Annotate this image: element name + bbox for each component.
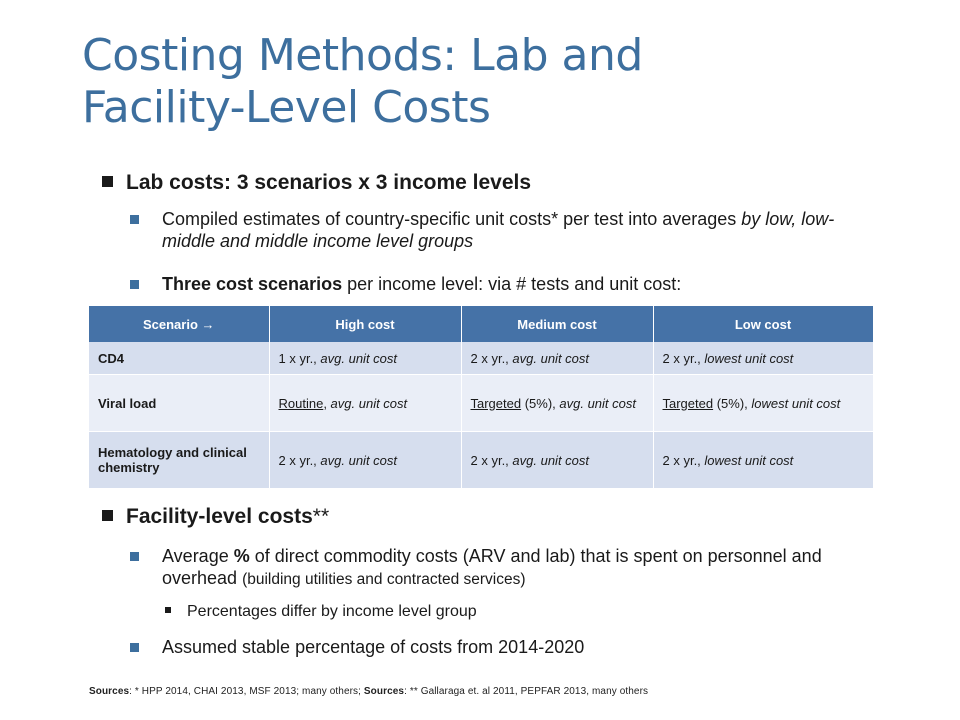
square-bullet-icon xyxy=(102,175,113,187)
cell-viral-load-low: Targeted (5%), lowest unit cost xyxy=(653,374,874,432)
facility-bullet-2-text: Assumed stable percentage of costs from … xyxy=(162,637,585,657)
lab-bullet-2: Three cost scenarios per income level: v… xyxy=(130,273,870,295)
slide-title: Costing Methods: Lab and Facility-Level … xyxy=(82,30,902,134)
sources-footnote: Sources: * HPP 2014, CHAI 2013, MSF 2013… xyxy=(89,686,648,697)
header-scenario: Scenario → xyxy=(89,306,270,342)
facility-costs-heading: Facility-level costs** xyxy=(102,505,329,529)
facility-bullet-1-text-d: (building utilities and contracted servi… xyxy=(242,571,526,588)
table-row-viral-load: Viral load Routine, avg. unit cost Targe… xyxy=(89,374,874,432)
sources-text-1: : * HPP 2014, CHAI 2013, MSF 2013; many … xyxy=(129,686,364,697)
lab-bullet-2-bold: Three cost scenarios xyxy=(162,274,343,294)
cell-cd4-medium: 2 x yr., avg. unit cost xyxy=(461,342,654,375)
row-label-hematology: Hematology and clinical chemistry xyxy=(89,431,270,489)
cell-hematology-medium: 2 x yr., avg. unit cost xyxy=(461,431,654,489)
lab-costs-heading: Lab costs: 3 scenarios x 3 income levels xyxy=(102,171,531,195)
facility-bullet-1-percent: % xyxy=(233,546,250,566)
slide-title-line1: Costing Methods: Lab and xyxy=(82,30,643,81)
sources-label-2: Sources xyxy=(363,686,405,697)
facility-sub-bullet-1-text: Percentages differ by income level group xyxy=(187,603,477,620)
square-bullet-icon xyxy=(102,509,113,521)
cell-viral-load-medium: Targeted (5%), avg. unit cost xyxy=(461,374,654,432)
header-low-cost: Low cost xyxy=(653,306,874,342)
cell-cd4-high: 1 x yr., avg. unit cost xyxy=(269,342,462,375)
cost-scenario-table: Scenario → High cost Medium cost Low cos… xyxy=(89,306,874,489)
square-bullet-icon xyxy=(165,606,171,613)
sources-text-2: : ** Gallaraga et. al 2011, PEPFAR 2013,… xyxy=(404,686,649,697)
table-row-hematology: Hematology and clinical chemistry 2 x yr… xyxy=(89,431,874,489)
slide-title-line2: Facility-Level Costs xyxy=(82,82,491,133)
square-bullet-icon xyxy=(130,215,139,224)
square-bullet-icon xyxy=(130,643,139,652)
facility-bullet-1: Average % of direct commodity costs (ARV… xyxy=(130,545,870,591)
table-header-row: Scenario → High cost Medium cost Low cos… xyxy=(89,306,874,342)
facility-sub-bullet-1: Percentages differ by income level group xyxy=(165,603,477,621)
cell-viral-load-high: Routine, avg. unit cost xyxy=(269,374,462,432)
table-row-cd4: CD4 1 x yr., avg. unit cost 2 x yr., avg… xyxy=(89,342,874,375)
facility-costs-footnote-mark: ** xyxy=(312,505,330,528)
row-label-cd4: CD4 xyxy=(89,342,270,375)
lab-bullet-2-text: per income level: via # tests and unit c… xyxy=(342,274,682,294)
row-label-viral-load: Viral load xyxy=(89,374,270,432)
square-bullet-icon xyxy=(130,552,139,561)
header-medium-cost: Medium cost xyxy=(461,306,654,342)
cell-hematology-high: 2 x yr., avg. unit cost xyxy=(269,431,462,489)
lab-bullet-1: Compiled estimates of country-specific u… xyxy=(130,208,870,252)
facility-costs-heading-text: Facility-level costs xyxy=(126,505,313,528)
lab-bullet-1-italic: by low, low-middle and middle income lev… xyxy=(162,209,835,251)
cell-hematology-low: 2 x yr., lowest unit cost xyxy=(653,431,874,489)
facility-bullet-2: Assumed stable percentage of costs from … xyxy=(130,636,870,658)
square-bullet-icon xyxy=(130,280,139,289)
facility-bullet-1-text-a: Average xyxy=(162,546,234,566)
cell-cd4-low: 2 x yr., lowest unit cost xyxy=(653,342,874,375)
header-high-cost: High cost xyxy=(269,306,462,342)
lab-costs-heading-text: Lab costs: 3 scenarios x 3 income levels xyxy=(126,171,532,194)
sources-label-1: Sources xyxy=(89,686,130,697)
facility-bullet-1-text-c: of direct commodity costs (ARV and lab) … xyxy=(162,546,822,588)
lab-bullet-1-text: Compiled estimates of country-specific u… xyxy=(162,209,742,229)
